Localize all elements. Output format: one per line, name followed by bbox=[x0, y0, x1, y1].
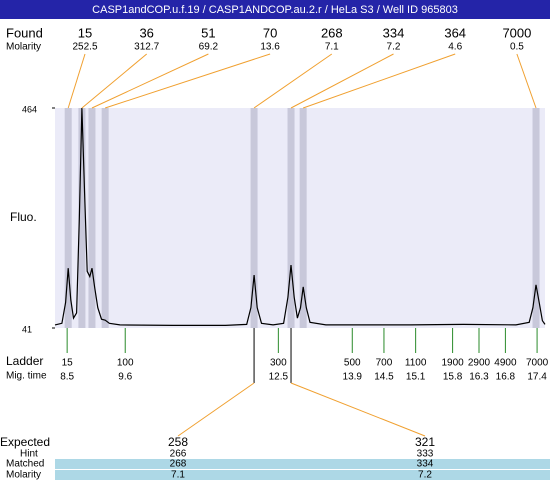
molarity-label: Molarity bbox=[6, 42, 41, 53]
found-molarity: 69.2 bbox=[199, 42, 219, 53]
found-size: 51 bbox=[201, 25, 215, 40]
found-size: 268 bbox=[321, 25, 343, 40]
found-molarity: 7.2 bbox=[387, 42, 401, 53]
peak-band bbox=[532, 108, 540, 328]
found-molarity: 312.7 bbox=[134, 42, 159, 53]
hint-label: Hint bbox=[20, 449, 38, 460]
matched-molarity: 7.2 bbox=[418, 470, 432, 480]
y-tick-label: 41 bbox=[22, 324, 32, 334]
found-connector bbox=[81, 53, 148, 109]
peak-band bbox=[88, 108, 96, 328]
title-bar bbox=[0, 0, 550, 19]
found-size: 7000 bbox=[502, 25, 531, 40]
match-connector bbox=[177, 382, 255, 437]
ladder-size: 15 bbox=[62, 358, 74, 369]
found-label: Found bbox=[6, 25, 43, 40]
ladder-size: 4900 bbox=[494, 358, 517, 369]
ladder-size: 7000 bbox=[526, 358, 549, 369]
y-label: Fluo. bbox=[10, 210, 37, 224]
matched-band bbox=[55, 459, 550, 469]
ladder-time: 15.1 bbox=[406, 372, 426, 383]
found-molarity: 4.6 bbox=[448, 42, 462, 53]
mig-time-label: Mig. time bbox=[6, 371, 47, 382]
ladder-time: 15.8 bbox=[443, 372, 463, 383]
peak-band bbox=[287, 108, 295, 328]
found-molarity: 7.1 bbox=[325, 42, 339, 53]
expected-molarity-label: Molarity bbox=[6, 470, 41, 480]
peak-band bbox=[78, 108, 86, 328]
found-connector bbox=[253, 53, 333, 109]
ladder-time: 9.6 bbox=[118, 372, 132, 383]
hint-value: 266 bbox=[170, 449, 187, 460]
y-tick-label: 464 bbox=[22, 104, 37, 114]
matched-label: Matched bbox=[6, 459, 44, 470]
found-connector bbox=[303, 53, 456, 109]
molarity-band bbox=[55, 470, 550, 480]
trace bbox=[54, 107, 546, 326]
found-size: 364 bbox=[444, 25, 466, 40]
matched-value: 268 bbox=[170, 459, 187, 470]
peak-band bbox=[64, 108, 72, 328]
ladder-time: 12.5 bbox=[269, 372, 289, 383]
ladder-size: 2900 bbox=[468, 358, 491, 369]
peak-band bbox=[250, 108, 258, 328]
ladder-time: 16.8 bbox=[496, 372, 516, 383]
matched-molarity: 7.1 bbox=[171, 470, 185, 480]
ladder-size: 500 bbox=[344, 358, 361, 369]
ladder-time: 14.5 bbox=[374, 372, 394, 383]
peak-band bbox=[299, 108, 307, 328]
hint-value: 333 bbox=[417, 449, 434, 460]
found-molarity: 252.5 bbox=[72, 42, 97, 53]
title: CASP1andCOP.u.f.19 / CASP1ANDCOP.au.2.r … bbox=[92, 4, 458, 16]
expected-value: 321 bbox=[415, 435, 435, 449]
matched-value: 334 bbox=[417, 459, 434, 470]
match-connector bbox=[290, 382, 426, 437]
ladder-time: 16.3 bbox=[469, 372, 489, 383]
found-connector bbox=[105, 53, 271, 109]
found-connector bbox=[290, 53, 394, 109]
ladder-time: 13.9 bbox=[343, 372, 363, 383]
found-connector bbox=[91, 53, 209, 109]
found-molarity: 0.5 bbox=[510, 42, 524, 53]
ladder-size: 1100 bbox=[405, 358, 427, 369]
found-size: 36 bbox=[139, 25, 153, 40]
ladder-size: 700 bbox=[376, 358, 393, 369]
peak-band bbox=[101, 108, 109, 328]
found-connector bbox=[516, 53, 537, 109]
ladder-time: 8.5 bbox=[60, 372, 74, 383]
ladder-size: 100 bbox=[117, 358, 134, 369]
found-connector bbox=[67, 53, 86, 109]
ladder-label: Ladder bbox=[6, 354, 43, 368]
expected-value: 258 bbox=[168, 435, 188, 449]
ladder-time: 17.4 bbox=[527, 372, 547, 383]
found-molarity: 13.6 bbox=[260, 42, 280, 53]
found-size: 15 bbox=[78, 25, 92, 40]
expected-label: Expected bbox=[0, 435, 50, 449]
ladder-size: 300 bbox=[270, 358, 287, 369]
found-size: 70 bbox=[263, 25, 277, 40]
found-size: 334 bbox=[383, 25, 405, 40]
ladder-size: 1900 bbox=[441, 358, 464, 369]
